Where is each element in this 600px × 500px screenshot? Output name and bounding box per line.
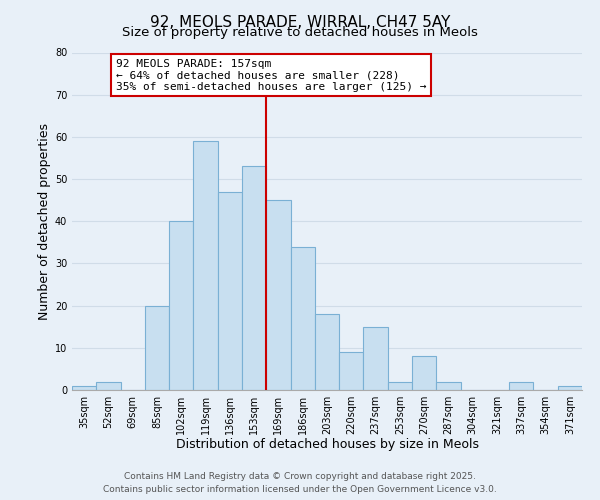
Bar [364, 326, 388, 390]
Y-axis label: Number of detached properties: Number of detached properties [38, 122, 50, 320]
Bar [193, 141, 218, 390]
X-axis label: Distribution of detached houses by size in Meols: Distribution of detached houses by size … [176, 438, 479, 452]
Bar [96, 382, 121, 390]
Bar [412, 356, 436, 390]
Bar [558, 386, 582, 390]
Bar [218, 192, 242, 390]
Bar [315, 314, 339, 390]
Text: Contains HM Land Registry data © Crown copyright and database right 2025.
Contai: Contains HM Land Registry data © Crown c… [103, 472, 497, 494]
Bar [266, 200, 290, 390]
Bar [169, 221, 193, 390]
Bar [436, 382, 461, 390]
Bar [339, 352, 364, 390]
Bar [388, 382, 412, 390]
Bar [242, 166, 266, 390]
Bar [72, 386, 96, 390]
Bar [290, 246, 315, 390]
Bar [145, 306, 169, 390]
Text: Size of property relative to detached houses in Meols: Size of property relative to detached ho… [122, 26, 478, 39]
Bar [509, 382, 533, 390]
Text: 92 MEOLS PARADE: 157sqm
← 64% of detached houses are smaller (228)
35% of semi-d: 92 MEOLS PARADE: 157sqm ← 64% of detache… [116, 59, 426, 92]
Text: 92, MEOLS PARADE, WIRRAL, CH47 5AY: 92, MEOLS PARADE, WIRRAL, CH47 5AY [150, 15, 450, 30]
